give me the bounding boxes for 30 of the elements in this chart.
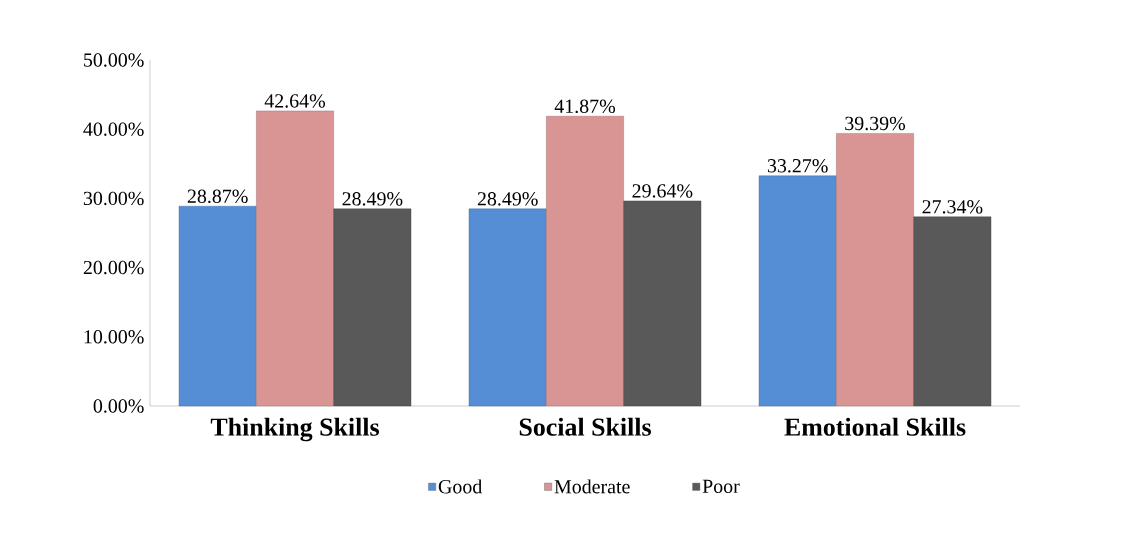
data-label: 41.87% — [554, 99, 616, 114]
data-label: 39.39% — [845, 116, 906, 131]
x-tick-label: Social Skills — [519, 417, 651, 436]
bar — [468, 208, 547, 407]
y-tick-label: 20.00% — [83, 260, 144, 275]
legend-label: Moderate — [554, 479, 630, 494]
y-tick-label: 40.00% — [83, 122, 144, 136]
y-tick-label: 50.00% — [84, 53, 144, 67]
x-tick-label: Emotional Skills — [784, 417, 966, 436]
data-label: 27.34% — [922, 200, 983, 214]
y-tick-label: 0.00% — [93, 399, 144, 413]
data-label: 28.87% — [187, 189, 248, 204]
data-label: 42.64% — [264, 94, 326, 108]
bar — [546, 116, 624, 407]
data-label: 28.49% — [477, 192, 538, 206]
data-label: 33.27% — [767, 159, 828, 173]
bar — [256, 110, 334, 407]
y-tick-label: 30.00% — [83, 191, 144, 206]
bar — [178, 206, 257, 407]
x-tick-label: Thinking Skills — [210, 417, 379, 442]
bar — [623, 200, 702, 407]
bar — [913, 216, 992, 407]
y-tick-label: 10.00% — [84, 330, 144, 344]
data-label: 29.64% — [632, 184, 693, 198]
bar — [333, 208, 412, 407]
bar — [836, 133, 914, 407]
legend-label: Good — [438, 479, 483, 494]
legend-label: Poor — [702, 479, 740, 494]
bar — [758, 175, 837, 407]
data-label: 28.49% — [342, 192, 403, 206]
